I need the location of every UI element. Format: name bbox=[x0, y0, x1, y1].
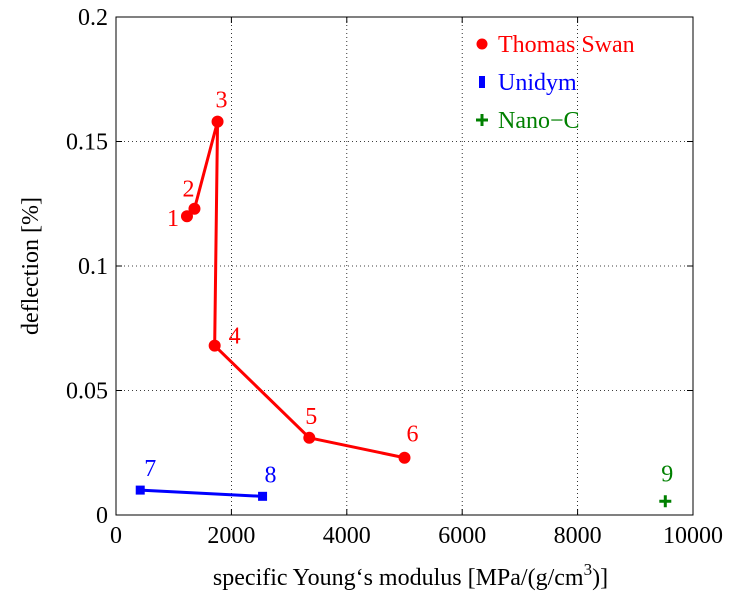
x-tick-label: 0 bbox=[110, 523, 122, 549]
legend-item: Nano−C bbox=[476, 108, 580, 134]
point-label: 9 bbox=[661, 461, 673, 487]
y-tick-label: 0.1 bbox=[78, 254, 108, 280]
data-point-marker bbox=[303, 431, 316, 444]
x-tick-label: 6000 bbox=[438, 523, 486, 549]
point-label: 5 bbox=[305, 404, 317, 430]
y-tick-label: 0.05 bbox=[66, 379, 108, 405]
point-label: 6 bbox=[407, 422, 419, 448]
data-point-marker bbox=[398, 451, 411, 464]
point-label: 4 bbox=[229, 324, 241, 350]
data-point-marker bbox=[659, 495, 672, 508]
point-label: 1 bbox=[167, 206, 179, 232]
legend-label: Nano−C bbox=[498, 108, 580, 134]
data-point-marker bbox=[180, 210, 193, 223]
y-axis-label: deflection [%] bbox=[18, 197, 44, 335]
x-tick-label: 10000 bbox=[663, 523, 723, 549]
data-point-marker bbox=[258, 491, 268, 501]
series-thomas-swan: 12 3 4 5 6 bbox=[167, 88, 419, 464]
data-point-marker bbox=[211, 115, 224, 128]
data-point-marker bbox=[208, 339, 221, 352]
grid bbox=[116, 17, 693, 515]
axis-ticks: 0 2000 4000 6000 8000 10000 0 0.05 0.1 0.15 0.2 bbox=[66, 5, 723, 549]
x-axis-label-main: specific Young‘s modulus [MPa/(g/cm bbox=[213, 565, 584, 591]
legend-item: Unidym bbox=[479, 70, 577, 96]
data-point-marker bbox=[135, 485, 145, 495]
legend-label: Thomas Swan bbox=[498, 32, 635, 58]
series-nano-c: 9 bbox=[659, 461, 673, 508]
legend-item: Thomas Swan bbox=[476, 32, 635, 58]
series-line bbox=[185, 120, 405, 460]
x-tick-label: 8000 bbox=[554, 523, 602, 549]
point-label: 7 bbox=[144, 456, 156, 482]
x-tick-label: 4000 bbox=[323, 523, 371, 549]
y-tick-label: 0.2 bbox=[78, 5, 108, 31]
x-axis-label: specific Young‘s modulus [MPa/(g/cm3)] bbox=[213, 560, 608, 591]
point-label: 3 bbox=[216, 88, 228, 114]
x-axis-label-superscript: 3 bbox=[584, 560, 593, 579]
x-axis-label-tail: )] bbox=[592, 565, 608, 591]
y-tick-label: 0.15 bbox=[66, 130, 108, 156]
legend-marker bbox=[476, 38, 488, 50]
series-line bbox=[140, 488, 263, 498]
legend-marker bbox=[479, 76, 485, 88]
point-label: 8 bbox=[265, 462, 277, 488]
data-point-marker bbox=[188, 202, 201, 215]
point-label: 2 bbox=[182, 177, 194, 203]
legend-marker bbox=[476, 114, 488, 126]
legend: Thomas Swan Unidym Nano−C bbox=[476, 32, 635, 134]
x-tick-label: 2000 bbox=[207, 523, 255, 549]
legend-label: Unidym bbox=[498, 70, 577, 96]
y-tick-label: 0 bbox=[96, 503, 108, 529]
